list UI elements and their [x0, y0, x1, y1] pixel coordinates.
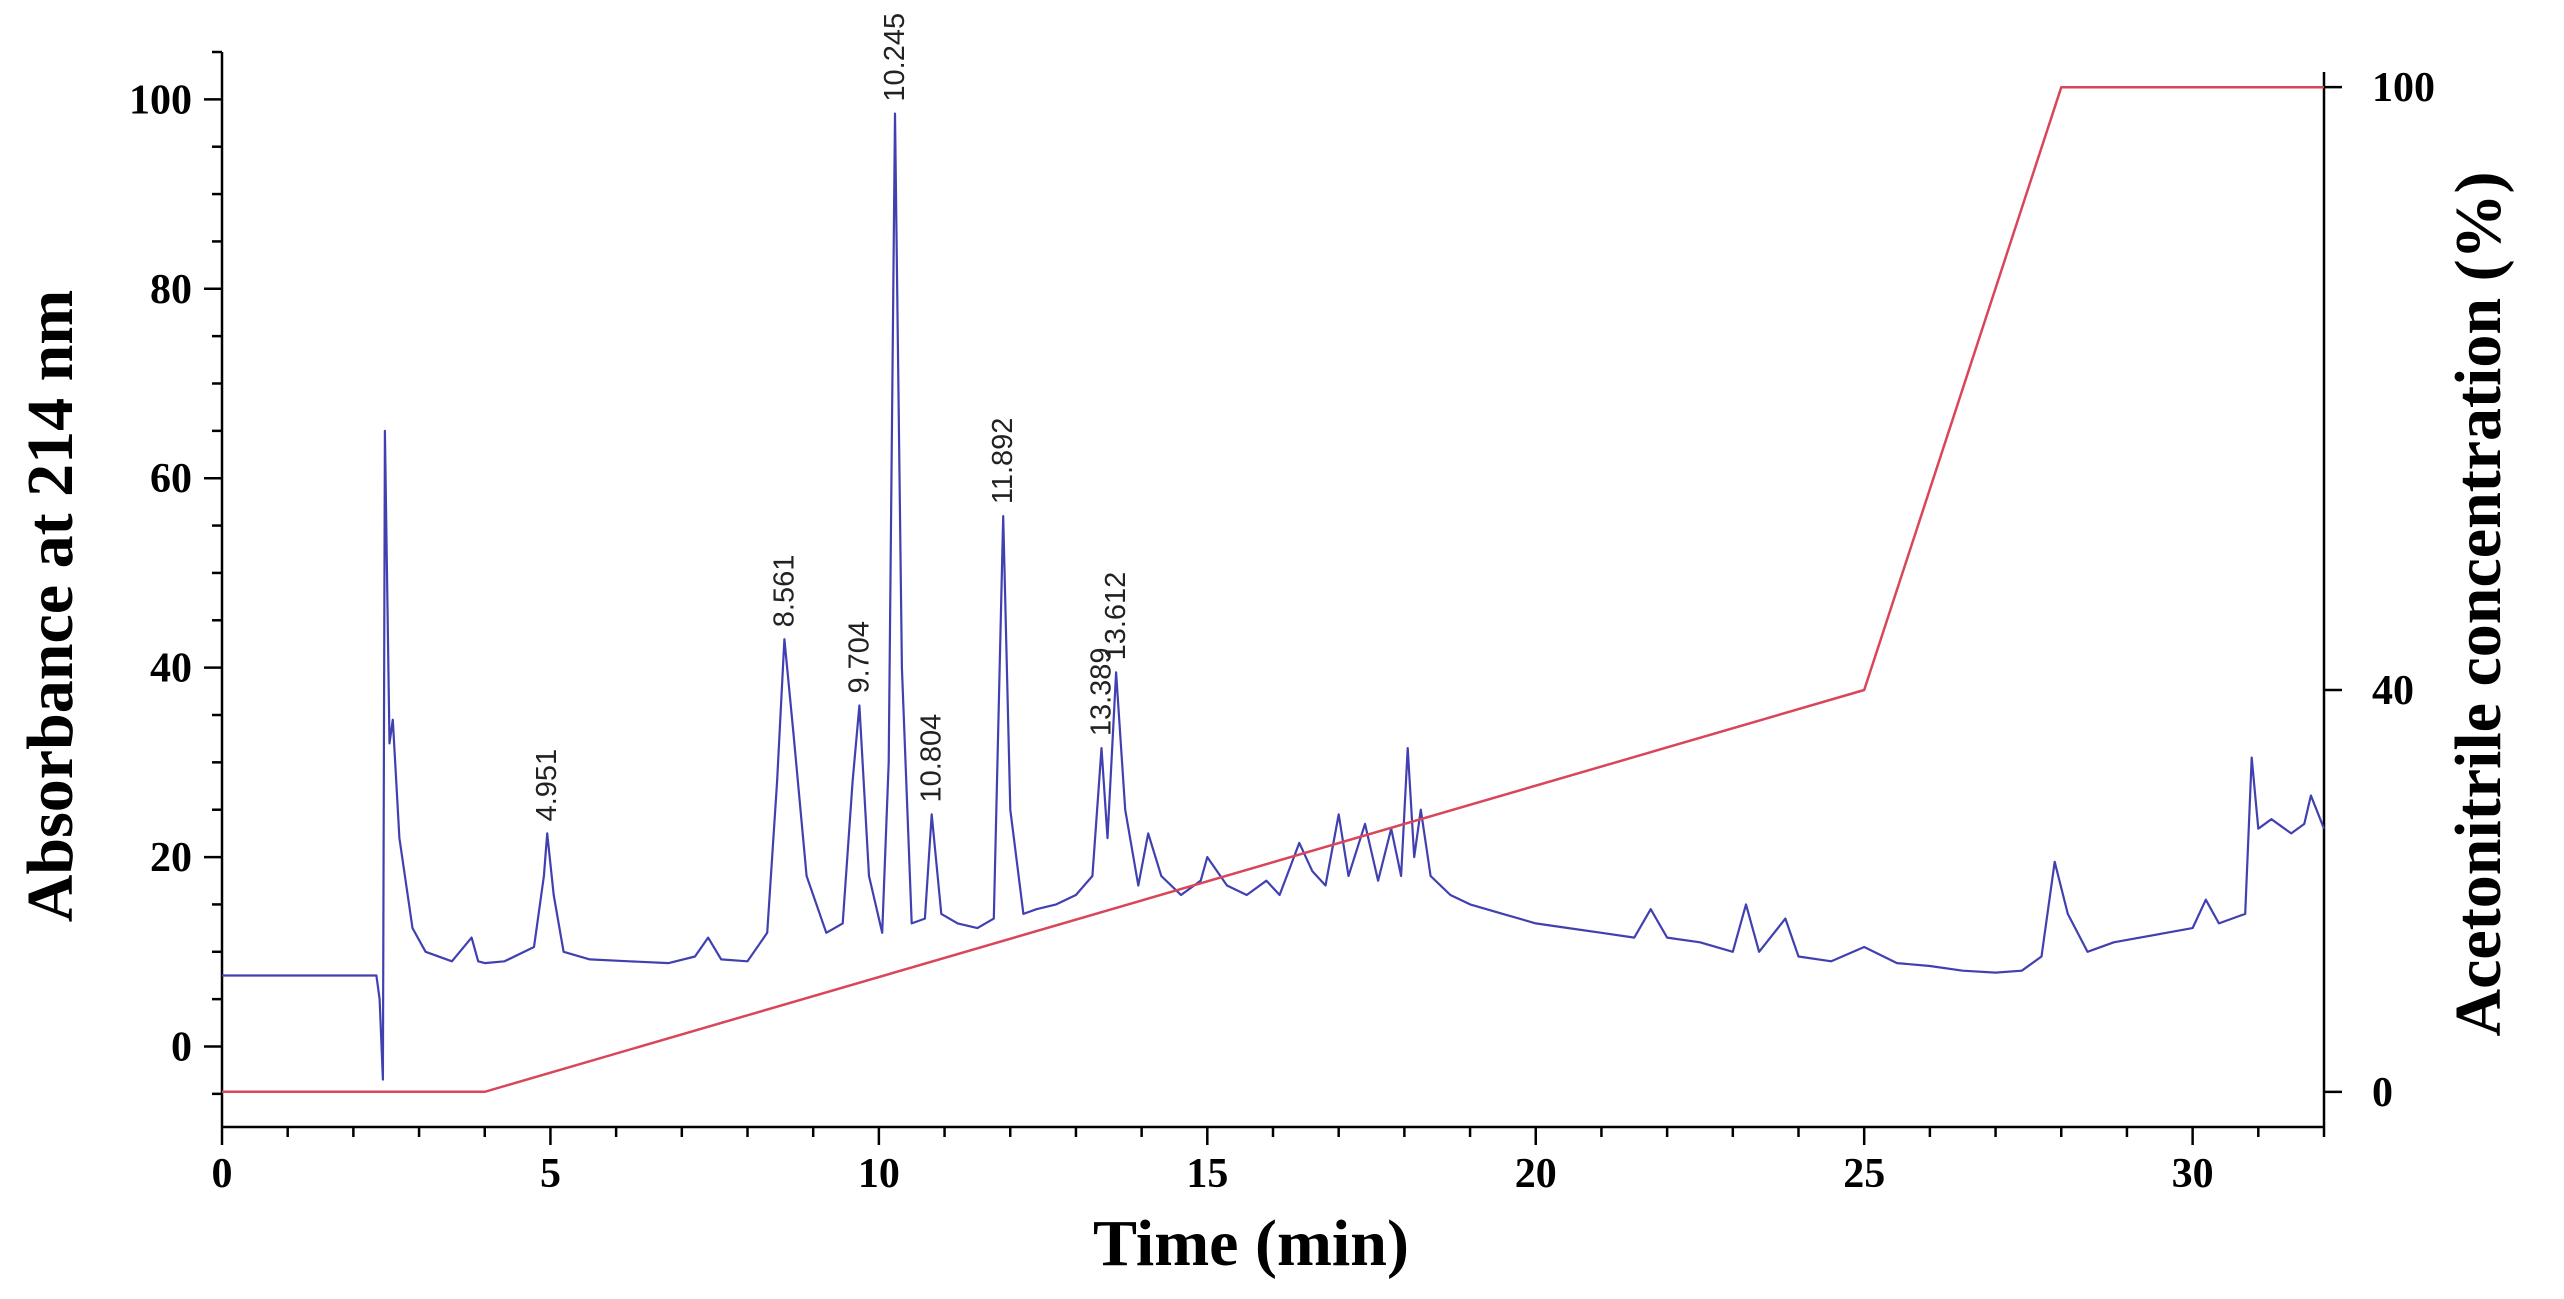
- peak-label: 13.389: [1085, 647, 1117, 736]
- y-tick-label: 80: [150, 267, 192, 313]
- x-tick-label: 15: [1186, 1151, 1228, 1197]
- y-tick-label: 20: [150, 835, 192, 881]
- peak-label: 8.561: [768, 555, 800, 628]
- y2-tick-label: 100: [2372, 65, 2435, 111]
- peak-label: 10.245: [879, 13, 911, 102]
- x-tick-label: 10: [858, 1151, 900, 1197]
- y-tick-label: 60: [150, 456, 192, 502]
- y2-tick-label: 0: [2372, 1070, 2393, 1116]
- y-tick-label: 100: [129, 77, 192, 123]
- acetonitrile-gradient-line: [222, 85, 2324, 1094]
- y-tick-label: 40: [150, 646, 192, 692]
- absorbance-trace-line: [222, 112, 2326, 1081]
- peak-label: 9.704: [843, 621, 875, 694]
- peak-label: 13.612: [1100, 572, 1132, 661]
- x-tick-label: 5: [540, 1151, 561, 1197]
- peak-label: 11.892: [987, 418, 1019, 505]
- y2-axis-title: Acetonitrile concentration (%): [2442, 171, 2515, 1036]
- peak-labels: 4.951 8.561 9.704 10.245 10.804 11.892 13.3891…: [531, 13, 1132, 822]
- axes: [220, 52, 2326, 1129]
- y-tick-label: 0: [171, 1024, 192, 1070]
- x-tick-label: 20: [1515, 1151, 1557, 1197]
- series-group: [222, 85, 2326, 1094]
- x-tick-label: 25: [1843, 1151, 1885, 1197]
- peak-label: 4.951: [531, 749, 563, 822]
- x-axis-title: Time (min): [1093, 1207, 1409, 1280]
- x-tick-label: 0: [212, 1151, 233, 1197]
- ticks: 0 5 10 15 20 25 30 0 20 40 60 80 100 0 40 100: [129, 50, 2435, 1197]
- x-tick-label: 30: [2172, 1151, 2214, 1197]
- y2-tick-label: 40: [2372, 668, 2414, 714]
- y-axis-title: Absorbance at 214 nm: [14, 290, 87, 923]
- peak-label: 10.804: [916, 714, 948, 803]
